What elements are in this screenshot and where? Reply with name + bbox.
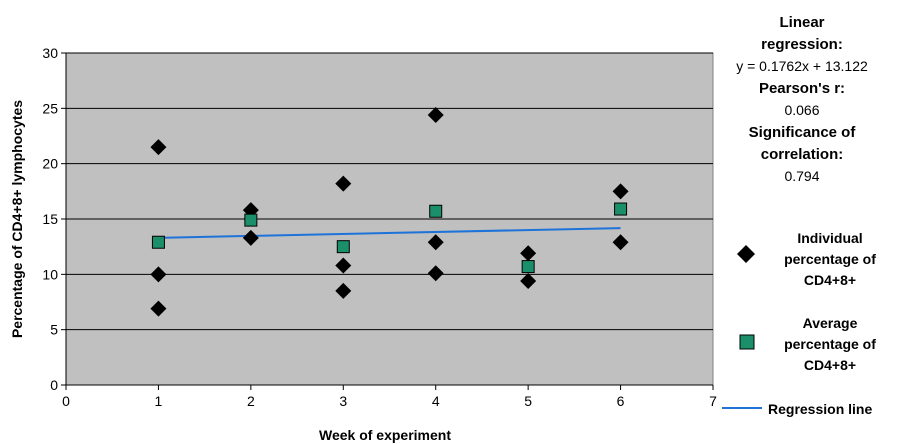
regression-title: Linear regression: xyxy=(761,14,843,53)
individual-point xyxy=(335,282,352,299)
individual-point xyxy=(612,234,629,251)
significance-title: Significance of correlation: xyxy=(748,124,856,163)
individual-point xyxy=(427,234,444,251)
average-point xyxy=(429,204,443,218)
individual-point xyxy=(520,245,537,262)
legend-regression-label: Regression line xyxy=(768,401,873,417)
average-point xyxy=(244,213,258,227)
legend-average-label: Average percentage of CD4+8+ xyxy=(784,315,876,373)
average-point xyxy=(151,235,165,249)
y-tick-label: 0 xyxy=(50,377,58,393)
x-tick-label: 0 xyxy=(62,393,70,409)
regression-equation: y = 0.1762x + 13.122 xyxy=(736,58,868,74)
individual-point xyxy=(150,139,167,156)
individual-point xyxy=(335,257,352,274)
average-point xyxy=(521,260,535,274)
average-point xyxy=(336,240,350,254)
y-axis-title: Percentage of CD4+8+ lymphocytes xyxy=(9,100,25,338)
x-tick-label: 4 xyxy=(432,393,440,409)
x-axis-title: Week of experiment xyxy=(319,427,451,443)
x-tick-label: 7 xyxy=(709,393,717,409)
individual-point xyxy=(150,300,167,317)
individual-point xyxy=(427,265,444,282)
individual-point xyxy=(520,272,537,289)
y-tick-label: 30 xyxy=(42,45,58,61)
regression-line xyxy=(158,227,621,239)
individual-point xyxy=(242,229,259,246)
legend-individual-label: Individual percentage of CD4+8+ xyxy=(784,230,876,288)
pearson-value: 0.066 xyxy=(784,102,820,118)
y-tick-label: 20 xyxy=(42,156,58,172)
y-tick-label: 15 xyxy=(42,211,58,227)
x-tick-label: 5 xyxy=(524,393,532,409)
x-tick-label: 3 xyxy=(339,393,347,409)
x-tick-label: 2 xyxy=(247,393,255,409)
legend-average-marker xyxy=(739,334,755,350)
individual-point xyxy=(427,106,444,123)
y-tick-label: 10 xyxy=(42,266,58,282)
pearson-title: Pearson's r: xyxy=(758,80,846,97)
y-tick-label: 5 xyxy=(50,322,58,338)
individual-point xyxy=(335,175,352,192)
x-tick-label: 6 xyxy=(617,393,625,409)
legend-individual-marker xyxy=(737,245,755,263)
average-point xyxy=(614,202,628,216)
significance-value: 0.794 xyxy=(784,168,820,184)
stats-panel: Linear regression: y = 0.1762x + 13.122 … xyxy=(707,12,897,186)
individual-point xyxy=(612,183,629,200)
y-tick-label: 25 xyxy=(42,100,58,116)
individual-point xyxy=(150,266,167,283)
x-tick-label: 1 xyxy=(155,393,163,409)
